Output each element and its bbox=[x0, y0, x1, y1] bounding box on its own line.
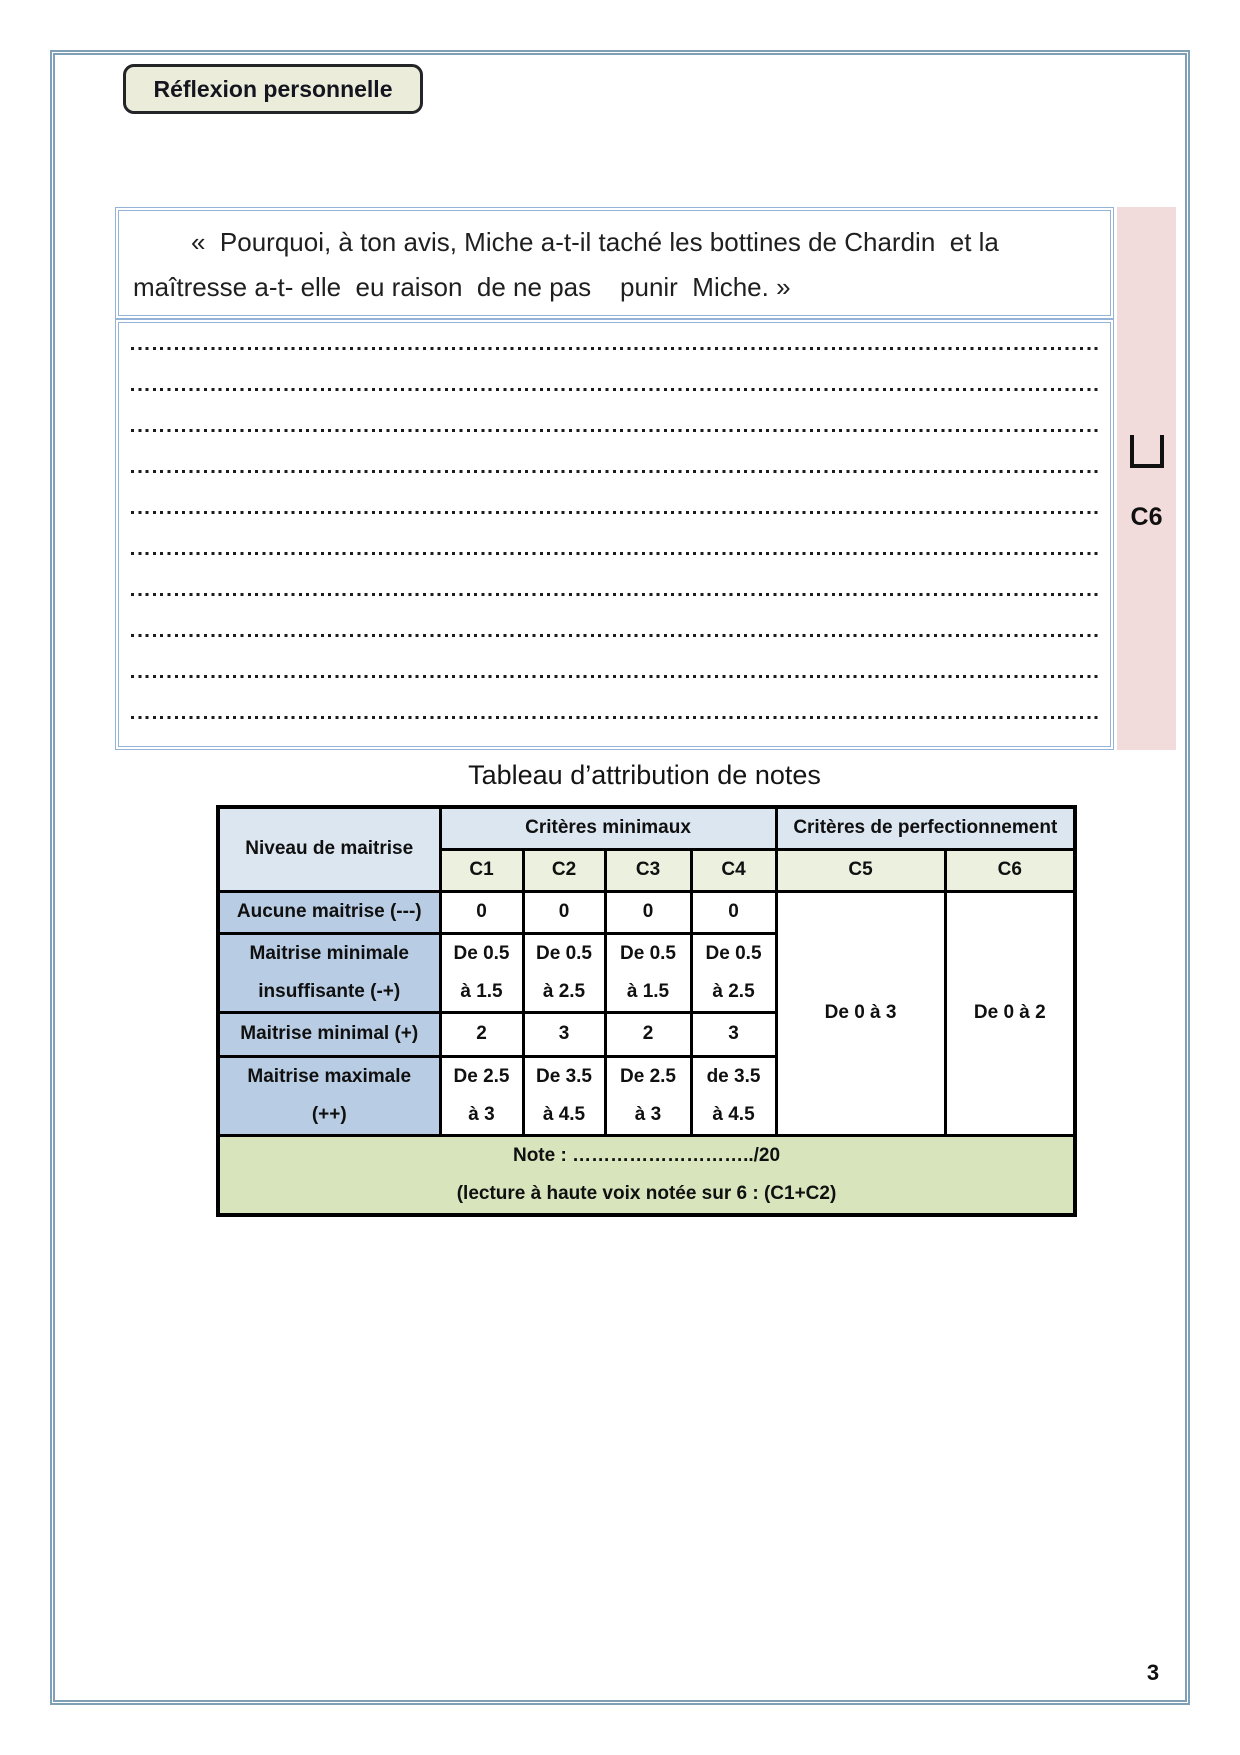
col-header-perfectionnement: Critères de perfectionnement bbox=[774, 805, 1077, 851]
table-cell: 0 bbox=[689, 889, 778, 935]
row-label: Aucune maitrise (---) bbox=[216, 889, 442, 935]
cell-line: à 4.5 bbox=[712, 1103, 755, 1125]
criterion-label: C6 bbox=[1130, 503, 1163, 531]
table-cell: De 0.5 à 1.5 bbox=[603, 931, 693, 1014]
cell-line: De 3.5 bbox=[536, 1065, 592, 1087]
table-cell: 3 bbox=[689, 1010, 778, 1058]
col-header-minimaux: Critères minimaux bbox=[438, 805, 778, 851]
cell-line: De 0.5 bbox=[453, 942, 510, 964]
question-line-2: maîtresse a-t- elle eu raison de ne pas … bbox=[133, 272, 791, 302]
table-cell: 0 bbox=[521, 889, 607, 935]
note-line-1: Note : ………………………../20 bbox=[512, 1144, 781, 1166]
dotted-line bbox=[131, 347, 1098, 350]
table-cell: de 3.5 à 4.5 bbox=[689, 1054, 778, 1137]
dotted-line bbox=[131, 388, 1098, 391]
row-label: Maitrise minimale insuffisante (-+) bbox=[216, 931, 442, 1014]
cell-line: De 0.5 bbox=[620, 942, 676, 964]
cell-line: à 3 bbox=[468, 1103, 495, 1125]
table-cell: De 3.5 à 4.5 bbox=[521, 1054, 607, 1137]
page-border bbox=[50, 50, 1190, 1705]
table-cell: 2 bbox=[603, 1010, 693, 1058]
notes-table: Niveau de maitrise Critères minimaux Cri… bbox=[216, 805, 1078, 1217]
col-header-c2: C2 bbox=[521, 847, 607, 893]
cell-line: de 3.5 bbox=[706, 1065, 761, 1087]
dotted-line bbox=[131, 470, 1098, 473]
question-box: « Pourquoi, à ton avis, Miche a-t-il tac… bbox=[115, 207, 1114, 319]
table-title: Tableau d’attribution de notes bbox=[468, 760, 821, 790]
page-number: 3 bbox=[1146, 1660, 1160, 1685]
row-label: Maitrise minimal (+) bbox=[216, 1010, 442, 1058]
row-label: Maitrise maximale (++) bbox=[216, 1054, 442, 1137]
col-header-c5: C5 bbox=[774, 847, 947, 893]
dotted-line bbox=[131, 634, 1098, 637]
col-header-c3: C3 bbox=[603, 847, 693, 893]
row-label-line: Maitrise minimale bbox=[249, 942, 409, 964]
table-cell: De 2.5 à 3 bbox=[603, 1054, 693, 1137]
cell-line: De 2.5 bbox=[620, 1065, 676, 1087]
row-label-line: (++) bbox=[311, 1103, 347, 1125]
cell-line: à 2.5 bbox=[542, 980, 586, 1002]
col-header-niveau: Niveau de maitrise bbox=[216, 805, 442, 893]
table-cell: 3 bbox=[521, 1010, 607, 1058]
section-title-box: Réflexion personnelle bbox=[123, 64, 423, 114]
dotted-line bbox=[131, 675, 1098, 678]
cell-line: De 2.5 bbox=[453, 1065, 510, 1087]
col-header-c4: C4 bbox=[689, 847, 778, 893]
table-cell: 0 bbox=[603, 889, 693, 935]
cell-line: à 1.5 bbox=[626, 980, 670, 1002]
c5-merged-cell: De 0 à 3 bbox=[774, 889, 947, 1137]
col-header-c1: C1 bbox=[438, 847, 525, 893]
table-cell: De 0.5 à 1.5 bbox=[438, 931, 525, 1014]
table-cell: De 0.5 à 2.5 bbox=[689, 931, 778, 1014]
cell-line: à 2.5 bbox=[712, 980, 755, 1002]
dotted-line bbox=[131, 552, 1098, 555]
dotted-line bbox=[131, 593, 1098, 596]
answer-area bbox=[115, 319, 1114, 750]
cell-line: à 4.5 bbox=[542, 1103, 586, 1125]
cell-line: à 1.5 bbox=[460, 980, 503, 1002]
cell-line: De 0.5 bbox=[536, 942, 592, 964]
table-cell: 2 bbox=[438, 1010, 525, 1058]
row-label-line: Maitrise maximale bbox=[247, 1065, 412, 1087]
dotted-line bbox=[131, 429, 1098, 432]
table-cell: De 2.5 à 3 bbox=[438, 1054, 525, 1137]
cell-line: De 0.5 bbox=[705, 942, 762, 964]
table-cell: De 0.5 à 2.5 bbox=[521, 931, 607, 1014]
section-title: Réflexion personnelle bbox=[153, 75, 393, 102]
question-line-1: « Pourquoi, à ton avis, Miche a-t-il tac… bbox=[191, 227, 999, 257]
c6-merged-cell: De 0 à 2 bbox=[943, 889, 1077, 1137]
note-line-2: (lecture à haute voix notée sur 6 : (C1+… bbox=[456, 1182, 837, 1204]
dotted-line bbox=[131, 511, 1098, 514]
row-label-line: insuffisante (-+) bbox=[258, 980, 401, 1002]
note-row: Note : ………………………../20 (lecture à haute v… bbox=[216, 1133, 1077, 1216]
table-cell: 0 bbox=[438, 889, 525, 935]
dotted-line bbox=[131, 716, 1098, 719]
criterion-sidebar: C6 bbox=[1117, 207, 1176, 750]
checkbox-icon bbox=[1130, 435, 1164, 468]
col-header-c6: C6 bbox=[943, 847, 1077, 893]
cell-line: à 3 bbox=[634, 1103, 662, 1125]
